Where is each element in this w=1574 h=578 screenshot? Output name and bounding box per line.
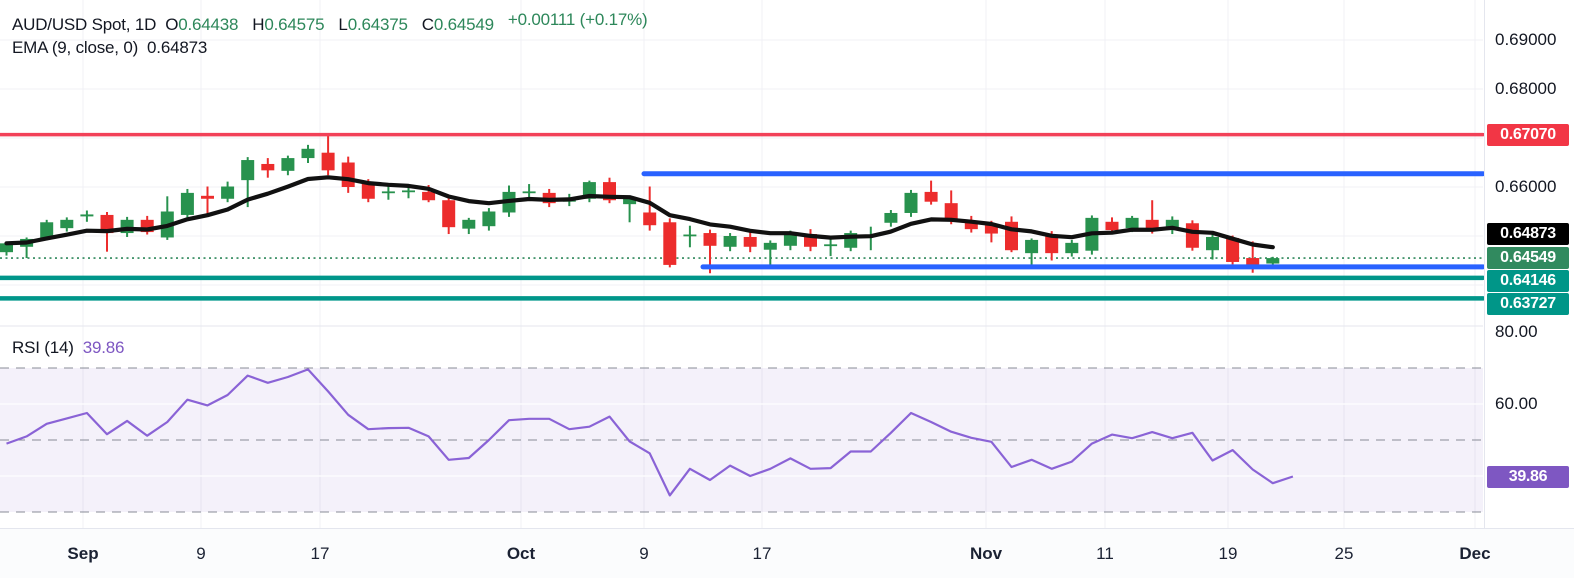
- time-tick-label: 9: [196, 544, 206, 563]
- ohlc-token-value: 0.64575: [264, 15, 325, 34]
- ohlc-token-prefix: L: [338, 15, 348, 34]
- ohlc-token: C 0.64549: [422, 15, 494, 35]
- ohlc-token: H 0.64575: [252, 15, 324, 35]
- time-tick-label: Sep: [67, 544, 99, 563]
- ohlc-token-prefix: O: [165, 15, 179, 34]
- price-tick-label: 0.66000: [1495, 177, 1557, 196]
- level-lines[interactable]: [0, 132, 1486, 301]
- price-level-badge: 0.64146: [1487, 270, 1569, 293]
- rsi-line: [6, 368, 1294, 497]
- time-tick-label: Nov: [969, 544, 1003, 563]
- time-tick-label: 11: [1096, 544, 1114, 563]
- ohlc-token-prefix: H: [252, 15, 265, 34]
- ohlc-readout: O 0.64438 H 0.64575 L 0.64375 C 0.64549 +0.00111…: [165, 10, 661, 35]
- time-tick-label: 9: [639, 544, 649, 563]
- ema-legend[interactable]: EMA (9, close, 0) 0.64873: [12, 38, 207, 58]
- ohlc-token: O 0.64438: [165, 15, 238, 35]
- ema-label: EMA (9, close, 0): [12, 38, 139, 57]
- time-axis[interactable]: Sep 9 17 Oct 9 17 Nov 11 19 25 Dec: [0, 528, 1574, 578]
- rsi-label: RSI (14): [12, 338, 74, 357]
- ohlc-token-value: +0.00111 (+0.17%): [507, 10, 648, 29]
- symbol-title: AUD/USD Spot, 1D: [12, 15, 157, 34]
- time-tick-label: Oct: [506, 544, 536, 563]
- ema-value: 0.64873: [147, 38, 208, 57]
- ohlc-token-value: 0.64438: [178, 15, 239, 34]
- ema-line: [4, 175, 1275, 250]
- ohlc-token-value: 0.64549: [433, 15, 494, 34]
- price-tick-label: 0.69000: [1495, 30, 1557, 49]
- price-level-badge: 0.64873: [1487, 223, 1569, 246]
- price-axis[interactable]: 0.69000 0.68000 0.66000 80.00 60.00 0.67070 0.…: [1485, 0, 1574, 528]
- price-tick-label: 80.00: [1495, 322, 1538, 341]
- candles: [0, 133, 1280, 274]
- price-tick-label: 0.68000: [1495, 79, 1557, 98]
- ohlc-token: +0.00111 (+0.17%): [508, 10, 648, 30]
- time-tick-label: 17: [752, 544, 772, 563]
- price-level-badge: 0.63727: [1487, 293, 1569, 316]
- rsi-threshold-lines: [0, 367, 1483, 513]
- ohlc-token: L 0.64375: [338, 15, 408, 35]
- price-level-badge: 0.67070: [1487, 123, 1569, 146]
- time-tick-label: 25: [1334, 544, 1354, 563]
- rsi-value-badge: 39.86: [1487, 465, 1569, 488]
- rsi-value: 39.86: [82, 338, 125, 357]
- time-tick-label: Dec: [1459, 544, 1491, 563]
- time-tick-label: 19: [1218, 544, 1238, 563]
- price-tick-label: 60.00: [1495, 394, 1538, 413]
- price-axis-separator: [1484, 0, 1485, 528]
- ohlc-token-value: 0.64375: [347, 15, 408, 34]
- ohlc-token-prefix: C: [421, 15, 434, 34]
- symbol-legend[interactable]: AUD/USD Spot, 1D O 0.64438 H 0.64575 L 0.6437…: [12, 10, 662, 35]
- time-tick-label: 17: [310, 544, 330, 563]
- price-level-badge: 0.64549: [1487, 247, 1569, 270]
- gridlines: [0, 0, 1483, 528]
- rsi-legend[interactable]: RSI (14) 39.86: [12, 338, 124, 358]
